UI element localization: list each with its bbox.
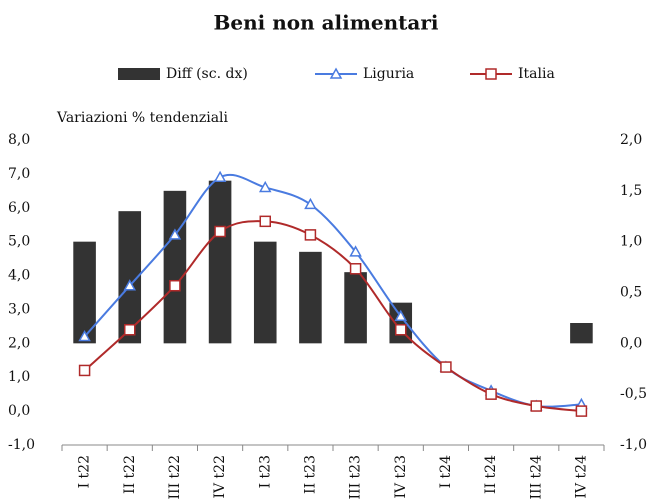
point xyxy=(394,309,408,321)
y-tick-label: 2,0 xyxy=(8,335,30,351)
series-line xyxy=(83,220,582,413)
point xyxy=(304,197,317,210)
legend-label: Diff (sc. dx) xyxy=(166,66,248,82)
point xyxy=(78,364,91,377)
x-tick-label: II t24 xyxy=(483,455,499,494)
point xyxy=(575,405,588,417)
chart-title: Beni non alimentari xyxy=(213,11,438,35)
y-tick-label: 6,0 xyxy=(8,200,30,216)
y-tick-label: 3,0 xyxy=(8,301,30,317)
point xyxy=(169,279,181,292)
point xyxy=(395,324,407,336)
point xyxy=(304,229,317,241)
point xyxy=(440,361,452,373)
bar xyxy=(163,190,187,344)
y2-tick-label: 2,0 xyxy=(620,132,642,148)
x-tick-label: IV t22 xyxy=(212,455,228,499)
point xyxy=(485,388,497,400)
y-tick-label: 0,0 xyxy=(8,403,30,419)
x-tick-label: II t23 xyxy=(302,455,318,494)
y-tick-label: 4,0 xyxy=(8,268,30,284)
legend-label: Italia xyxy=(518,66,555,82)
y2-tick-label: 0,0 xyxy=(620,335,642,351)
x-tick-label: I t22 xyxy=(77,455,93,488)
point xyxy=(214,225,226,238)
x-tick-label: I t23 xyxy=(257,455,273,488)
y-axis-label: Variazioni % tendenziali xyxy=(56,110,229,126)
legend-swatch xyxy=(118,68,160,80)
point xyxy=(349,263,362,275)
point xyxy=(124,324,136,336)
y-tick-label: -1,0 xyxy=(8,437,35,453)
bar xyxy=(73,241,96,344)
x-tick-label: I t24 xyxy=(438,455,454,489)
point xyxy=(258,180,272,193)
series-line xyxy=(83,173,582,408)
x-tick-label: III t22 xyxy=(167,455,183,499)
point xyxy=(168,228,182,240)
x-tick-label: IV t24 xyxy=(573,455,589,499)
y-tick-label: 8,0 xyxy=(8,132,30,148)
x-tick-label: IV t23 xyxy=(393,455,409,499)
point xyxy=(78,330,91,342)
bar xyxy=(118,211,142,344)
y-tick-label: 1,0 xyxy=(8,369,30,385)
y2-tick-label: -1,0 xyxy=(620,437,647,453)
bar xyxy=(344,272,367,344)
y2-tick-label: 1,5 xyxy=(620,183,642,199)
point xyxy=(213,170,227,183)
x-tick-label: II t22 xyxy=(122,455,138,494)
y-tick-label: 5,0 xyxy=(8,234,30,250)
legend-marker xyxy=(329,67,343,79)
y2-tick-label: -0,5 xyxy=(620,386,647,402)
legend-label: Liguria xyxy=(363,66,414,82)
point xyxy=(530,400,542,412)
bar xyxy=(299,251,322,344)
x-tick-label: III t24 xyxy=(528,455,544,500)
point xyxy=(123,279,137,291)
x-tick-label: III t23 xyxy=(348,455,364,499)
point xyxy=(349,245,362,257)
y-tick-label: 7,0 xyxy=(8,166,30,182)
bar xyxy=(570,323,593,344)
y2-tick-label: 0,5 xyxy=(620,285,642,301)
legend-marker xyxy=(485,68,497,80)
point xyxy=(259,215,271,228)
bar xyxy=(253,241,277,344)
bar xyxy=(208,180,232,344)
y2-tick-label: 1,0 xyxy=(620,234,642,250)
